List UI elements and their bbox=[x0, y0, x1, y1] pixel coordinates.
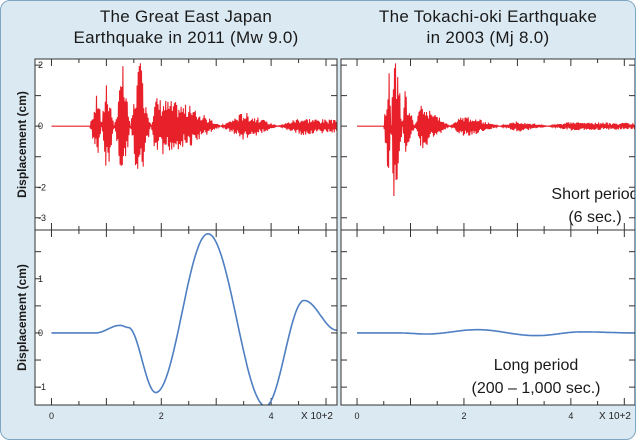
panel-title-1-line-1: in 2003 (Mj 8.0) bbox=[427, 28, 550, 47]
x-tick-label-0-0: 0 bbox=[49, 411, 54, 421]
panel-bg-0-0 bbox=[35, 59, 337, 230]
panel-frame-1-1 bbox=[340, 229, 635, 406]
y-tick-label-1-0: -1 bbox=[38, 382, 46, 392]
x-tick-label-0-1: 2 bbox=[159, 411, 164, 421]
series-line-short-tokachi-oki bbox=[357, 63, 635, 197]
y-axis-label-0: Displacement (cm) bbox=[15, 91, 29, 198]
series-line-long-great-east bbox=[51, 232, 337, 405]
x-tick-label-1-1: 2 bbox=[461, 411, 466, 421]
x-multiplier-0: X 10+2 bbox=[301, 411, 333, 422]
y-tick-label-0-0: -3 bbox=[38, 213, 46, 223]
y-tick-label-0-3: 0 bbox=[38, 121, 43, 131]
x-tick-label-1-2: 4 bbox=[568, 411, 573, 421]
y-tick-label-1-4: 1 bbox=[38, 274, 43, 284]
panel-bg-0-1 bbox=[341, 59, 635, 230]
x-tick-label-0-2: 4 bbox=[269, 411, 274, 421]
annotation-0-line-0: Short period bbox=[551, 186, 636, 203]
y-tick-label-0-1: -2 bbox=[38, 182, 46, 192]
y-tick-label-1-2: 0 bbox=[38, 328, 43, 338]
panel-title-1-line-0: The Tokachi-oki Earthquake bbox=[379, 7, 597, 26]
y-axis-label-1: Displacement (cm) bbox=[15, 264, 29, 371]
annotation-1-line-0: Long period bbox=[494, 357, 579, 374]
panel-bg-1-0 bbox=[35, 230, 337, 405]
panel-bg-1-1 bbox=[341, 230, 635, 405]
panel-title-0-line-1: Earthquake in 2011 (Mw 9.0) bbox=[73, 28, 298, 47]
annotation-1-line-1: (200 – 1,000 sec.) bbox=[472, 380, 601, 397]
series-line-long-tokachi-oki bbox=[357, 328, 635, 337]
y-tick-label-0-5: 2 bbox=[38, 60, 43, 70]
x-multiplier-1: X 10+2 bbox=[599, 411, 631, 422]
series-line-short-great-east bbox=[51, 63, 337, 169]
panel-frame-1-0 bbox=[34, 229, 338, 406]
panel-title-0-line-0: The Great East Japan bbox=[100, 7, 272, 26]
x-tick-label-1-0: 0 bbox=[355, 411, 360, 421]
annotation-0-line-1: (6 sec.) bbox=[568, 209, 621, 226]
